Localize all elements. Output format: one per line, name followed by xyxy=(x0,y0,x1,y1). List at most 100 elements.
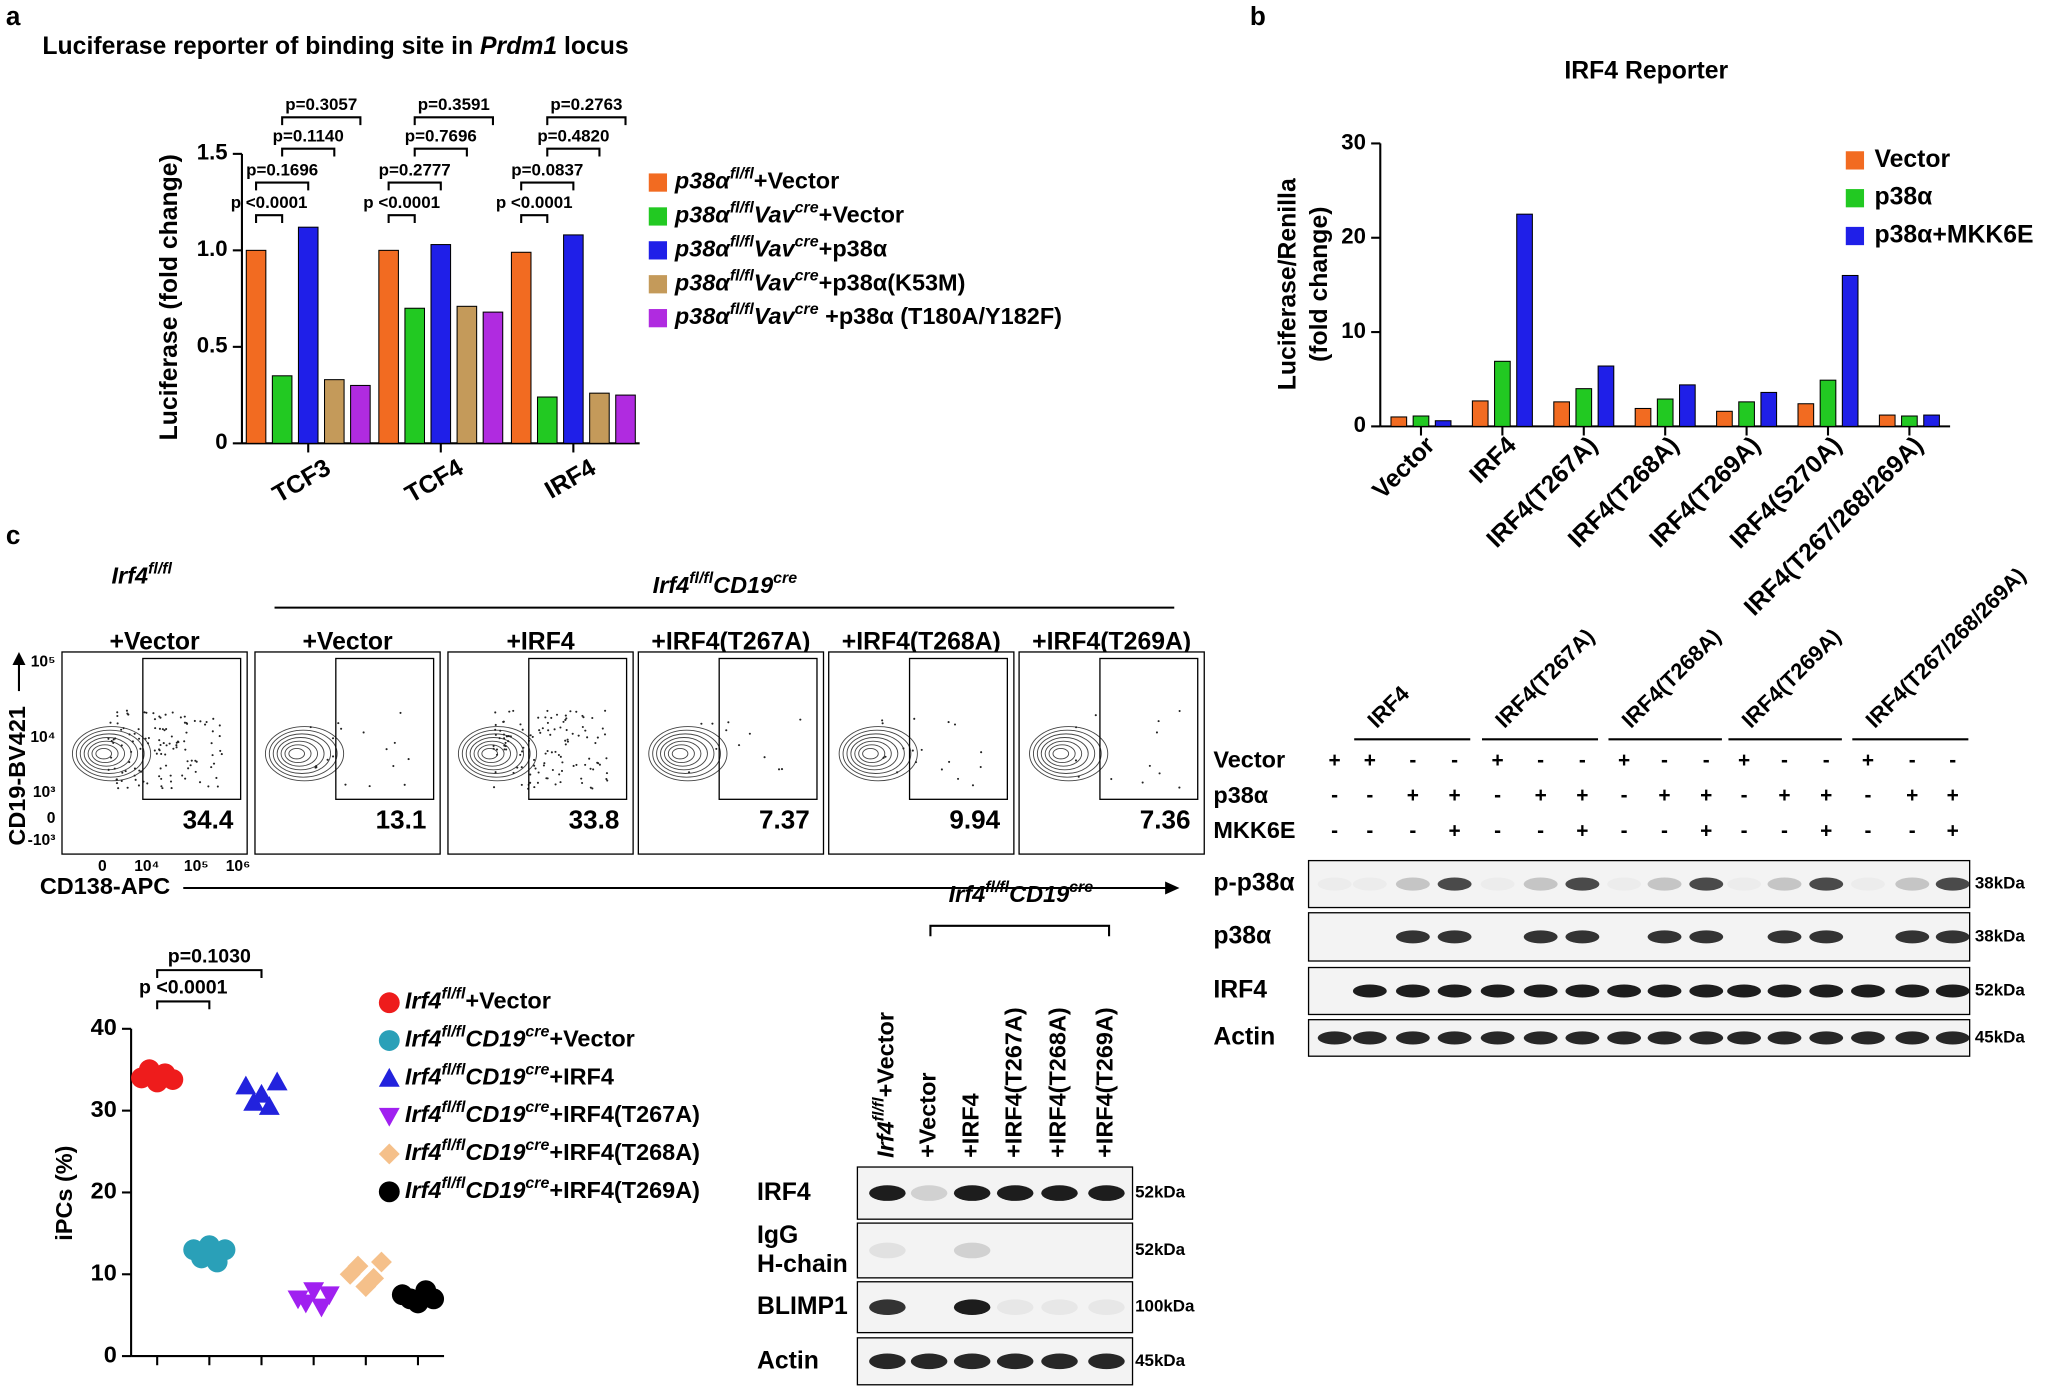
x-axis-label: CD138-APC xyxy=(40,873,170,899)
event-dot xyxy=(164,713,167,716)
event-dot xyxy=(507,740,510,743)
contour xyxy=(671,748,689,760)
event-dot xyxy=(536,781,539,784)
y-axis-label: (fold change) xyxy=(1306,207,1333,362)
event-dot xyxy=(504,741,507,744)
event-dot xyxy=(170,735,173,738)
band xyxy=(1767,1031,1802,1045)
gate-percentage: 34.4 xyxy=(183,804,234,834)
text-part: fl/fl xyxy=(870,1097,887,1121)
event-dot xyxy=(186,722,189,725)
text-part: +IRF4(T268A) xyxy=(549,1139,700,1165)
text-part: CD19 xyxy=(465,1026,525,1052)
event-dot xyxy=(596,761,599,764)
event-dot xyxy=(121,771,124,774)
lane-label: Irf4fl/fl+Vector xyxy=(870,1012,898,1158)
event-dot xyxy=(159,767,162,770)
blot-strip xyxy=(856,1166,1134,1220)
y-axis-label: Luciferase (fold change) xyxy=(156,154,183,440)
event-dot xyxy=(494,728,497,731)
event-dot xyxy=(326,758,329,761)
band xyxy=(1809,930,1844,944)
text-part: fl/fl xyxy=(441,1099,465,1116)
event-dot xyxy=(520,783,523,786)
gate-percentage: 13.1 xyxy=(376,804,427,834)
event-dot xyxy=(560,769,564,773)
event-dot xyxy=(562,720,565,723)
event-dot xyxy=(980,751,983,754)
size-marker: 38kDa xyxy=(1975,926,2025,945)
event-dot xyxy=(564,739,567,742)
event-dot xyxy=(512,771,515,774)
text-part: cre xyxy=(525,1099,549,1116)
condition-sign: + xyxy=(1449,784,1461,807)
event-dot xyxy=(153,718,157,721)
event-dot xyxy=(554,750,557,753)
band xyxy=(1851,1031,1885,1045)
band xyxy=(1895,984,1930,998)
event-dot xyxy=(605,757,608,760)
event-dot xyxy=(565,729,568,732)
event-dot xyxy=(494,733,497,736)
event-dot xyxy=(1155,731,1158,734)
text-part: cre xyxy=(795,267,819,284)
gate-percentage: 9.94 xyxy=(949,804,1000,834)
event-dot xyxy=(181,774,184,777)
significance-bracket xyxy=(520,214,549,223)
column-label: +IRF4(T268A) xyxy=(842,628,1001,655)
event-dot xyxy=(212,762,216,765)
event-dot xyxy=(566,740,570,743)
event-dot xyxy=(748,732,751,735)
event-dot xyxy=(505,748,508,751)
event-dot xyxy=(586,736,589,739)
column-label: +Vector xyxy=(109,628,200,655)
event-dot xyxy=(344,783,347,786)
plot-frame xyxy=(637,651,825,855)
x-tick-label: 0 xyxy=(98,858,107,875)
event-dot xyxy=(537,771,540,774)
text-part: Irf4 xyxy=(112,563,149,589)
y-tick-label: 40 xyxy=(91,1014,117,1040)
event-dot xyxy=(592,768,595,771)
event-dot xyxy=(979,766,982,769)
event-dot xyxy=(143,711,146,714)
event-dot xyxy=(139,747,142,750)
text-part: fl/fl xyxy=(730,233,754,250)
event-dot xyxy=(503,744,506,747)
text-part: +IRF4(T267A) xyxy=(549,1101,700,1127)
contour xyxy=(858,744,886,764)
event-dot xyxy=(120,779,123,783)
bar xyxy=(1656,398,1674,427)
event-dot xyxy=(218,724,221,727)
text-part: Irf4 xyxy=(949,881,986,907)
event-dot xyxy=(190,759,193,762)
y-tick-label: 1.0 xyxy=(197,236,228,261)
y-axis-label: iPCs (%) xyxy=(51,1146,77,1241)
blot-strip xyxy=(1307,859,1971,909)
text-part: fl/fl xyxy=(441,1175,465,1192)
plot-frame xyxy=(447,651,634,855)
text-part: cre xyxy=(525,1061,549,1078)
p-value: p <0.0001 xyxy=(496,193,573,212)
panel-label: b xyxy=(1250,1,1266,31)
band xyxy=(1437,1031,1472,1045)
text-part: +p38α xyxy=(819,236,888,262)
condition-sign: + xyxy=(1618,749,1630,772)
event-dot xyxy=(687,771,691,774)
text-part: locus xyxy=(557,32,629,59)
bar xyxy=(1634,407,1652,427)
event-dot xyxy=(124,770,127,773)
event-dot xyxy=(1110,778,1113,781)
p-value: p=0.0837 xyxy=(511,160,583,179)
condition-sign: - xyxy=(1579,749,1586,772)
contour xyxy=(663,740,702,767)
event-dot xyxy=(534,767,537,770)
row-label: Actin xyxy=(757,1347,819,1374)
event-dot xyxy=(161,728,164,731)
data-point xyxy=(311,1298,332,1318)
event-dot xyxy=(144,737,147,740)
significance-bracket xyxy=(546,147,601,157)
band xyxy=(1395,877,1430,891)
event-dot xyxy=(315,765,318,768)
band xyxy=(953,1353,991,1370)
